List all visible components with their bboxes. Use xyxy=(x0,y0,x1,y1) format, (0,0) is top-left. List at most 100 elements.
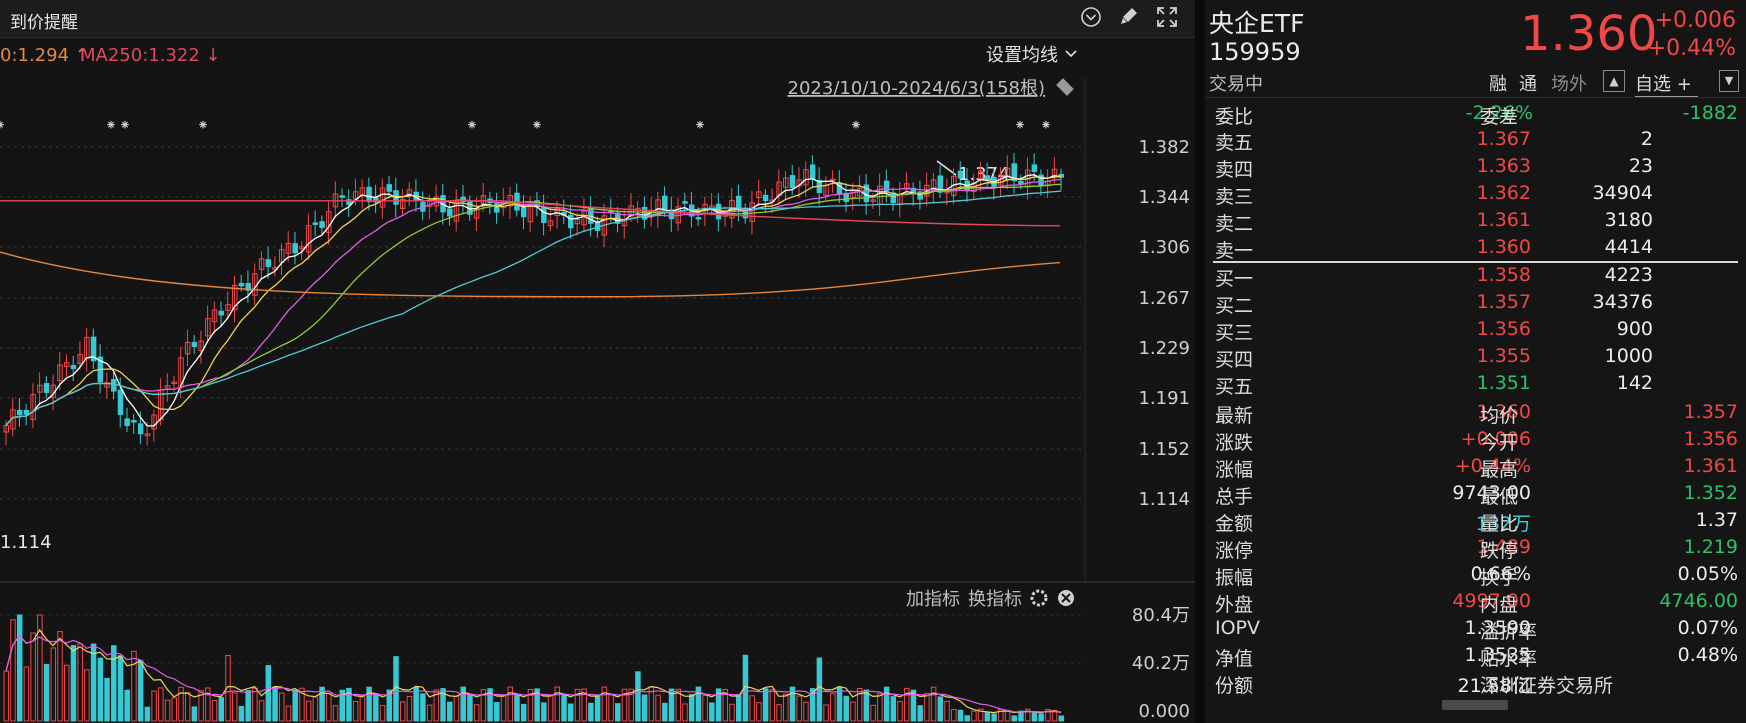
collapse-handle[interactable] xyxy=(1442,700,1508,710)
candle-body xyxy=(682,201,688,204)
price-tick-label: 1.267 xyxy=(1138,288,1190,309)
candle-body xyxy=(662,195,668,211)
volume-bar xyxy=(77,643,83,722)
alert-bell-icon[interactable]: ▲ xyxy=(1603,70,1625,92)
event-marker-icon[interactable]: ⁕ xyxy=(1040,118,1052,134)
volume-bar xyxy=(789,686,796,722)
tag-otc[interactable]: 场外 xyxy=(1551,74,1587,95)
volume-tick-label: 0.000 xyxy=(1138,701,1190,722)
event-marker-icon[interactable]: ⁕ xyxy=(119,118,131,134)
candle-body xyxy=(803,169,809,186)
stat-label: 深圳证券交易所 xyxy=(1480,675,1614,697)
stat-value: 9743.00 xyxy=(1452,482,1531,504)
bid-label: 买四 xyxy=(1215,349,1254,371)
volume-bar xyxy=(252,687,258,722)
event-marker-icon[interactable]: ⁕ xyxy=(531,118,543,134)
volume-bar xyxy=(944,700,950,722)
candle-body xyxy=(299,246,305,250)
event-marker-icon[interactable]: ⁕ xyxy=(1014,118,1026,134)
candle-body xyxy=(117,389,124,415)
volume-bar xyxy=(30,632,36,722)
volume-bar xyxy=(554,686,561,722)
stat-label: 金额 xyxy=(1215,513,1254,535)
volume-bar xyxy=(299,687,305,722)
candle-body xyxy=(258,258,265,270)
candle-body xyxy=(984,175,991,180)
bid-row: 买五 1.351 142 xyxy=(1205,372,1746,398)
ma-settings-button: 设置均线 xyxy=(986,45,1058,66)
chevron-down-circle-icon[interactable] xyxy=(1078,6,1104,32)
volume-bar xyxy=(816,657,823,722)
stat-value: 21.58亿 xyxy=(1457,675,1531,697)
bid-volume: 142 xyxy=(1616,372,1653,394)
price-alert-button[interactable]: 到价提醒 xyxy=(10,13,78,33)
candle-body xyxy=(124,418,130,427)
candle-body xyxy=(366,186,372,202)
volume-bar xyxy=(830,693,836,722)
favorite-dropdown-icon[interactable]: ▼ xyxy=(1719,70,1739,92)
low-price-label: 1.114 xyxy=(0,532,52,553)
volume-bar xyxy=(635,671,641,722)
volume-bar xyxy=(742,654,749,722)
pin-icon[interactable] xyxy=(1056,78,1074,96)
stat-label: IOPV xyxy=(1215,617,1261,639)
candle-body xyxy=(567,214,574,229)
bid-price: 1.358 xyxy=(1476,264,1531,286)
volume-bar xyxy=(567,703,574,722)
volume-bar xyxy=(178,686,184,722)
stat-value: 1.361 xyxy=(1683,455,1738,477)
candle-body xyxy=(668,209,675,220)
event-marker-icon[interactable]: ⁕ xyxy=(0,118,6,134)
stat-value: 1.360 xyxy=(1476,401,1531,423)
volume-bar xyxy=(339,689,345,722)
volume-bar xyxy=(63,664,70,722)
volume-bar xyxy=(352,701,359,722)
event-marker-icon[interactable]: ⁕ xyxy=(105,118,117,134)
ma-settings-chevron-icon[interactable] xyxy=(1065,50,1077,58)
event-marker-icon[interactable]: ⁕ xyxy=(197,118,209,134)
add-favorite-button[interactable]: 自选 + xyxy=(1635,70,1698,97)
volume-bar xyxy=(823,704,829,722)
tag-connect[interactable]: 通 xyxy=(1519,74,1537,95)
tag-margin[interactable]: 融 xyxy=(1489,74,1507,95)
volume-bar xyxy=(480,689,487,722)
event-marker-icon[interactable]: ⁕ xyxy=(694,118,706,134)
panel-divider[interactable] xyxy=(1195,0,1205,723)
volume-bar xyxy=(97,657,104,722)
candle-body xyxy=(541,207,547,224)
volume-bar xyxy=(386,689,393,722)
stat-row: 外盘 4997.00 内盘 4746.00 xyxy=(1205,590,1746,616)
bid-volume: 1000 xyxy=(1604,345,1653,367)
candle-body xyxy=(43,383,50,393)
settings-gear-icon[interactable] xyxy=(1030,589,1048,607)
fullscreen-icon[interactable] xyxy=(1154,6,1180,32)
volume-bar xyxy=(574,688,581,722)
ma10-line xyxy=(5,175,1062,426)
volume-bar xyxy=(3,670,9,722)
stat-label: 涨幅 xyxy=(1215,459,1254,481)
candle-body xyxy=(265,259,272,267)
candle-body xyxy=(574,219,581,225)
candle-body xyxy=(211,309,218,323)
stat-label: 贴水率 xyxy=(1480,648,1538,670)
event-marker-icon[interactable]: ⁕ xyxy=(466,118,478,134)
candle-body xyxy=(111,378,117,392)
candle-body xyxy=(131,420,137,423)
volume-bar xyxy=(90,643,97,722)
price-change: +0.006 xyxy=(1654,8,1736,33)
price-tick-label: 1.344 xyxy=(1138,187,1190,208)
brush-icon[interactable] xyxy=(1116,6,1142,32)
volume-bar xyxy=(769,689,776,722)
event-marker-icon[interactable]: ⁕ xyxy=(850,118,862,134)
bid-label: 买五 xyxy=(1215,376,1254,398)
stat-label: 换手 xyxy=(1480,567,1519,589)
ask-volume: 23 xyxy=(1628,155,1653,177)
stat-label: 跌停 xyxy=(1480,540,1519,562)
candle-body xyxy=(339,195,345,198)
volume-bar xyxy=(890,696,897,722)
volume-bar xyxy=(964,715,970,722)
stat-label: 涨跌 xyxy=(1215,432,1254,454)
bid-label: 买三 xyxy=(1215,322,1254,344)
candle-body xyxy=(783,177,789,188)
kline-chart[interactable]: 1.382 1.344 1.306 1.267 1.229 1.191 1.152 1.114… xyxy=(0,38,1195,723)
